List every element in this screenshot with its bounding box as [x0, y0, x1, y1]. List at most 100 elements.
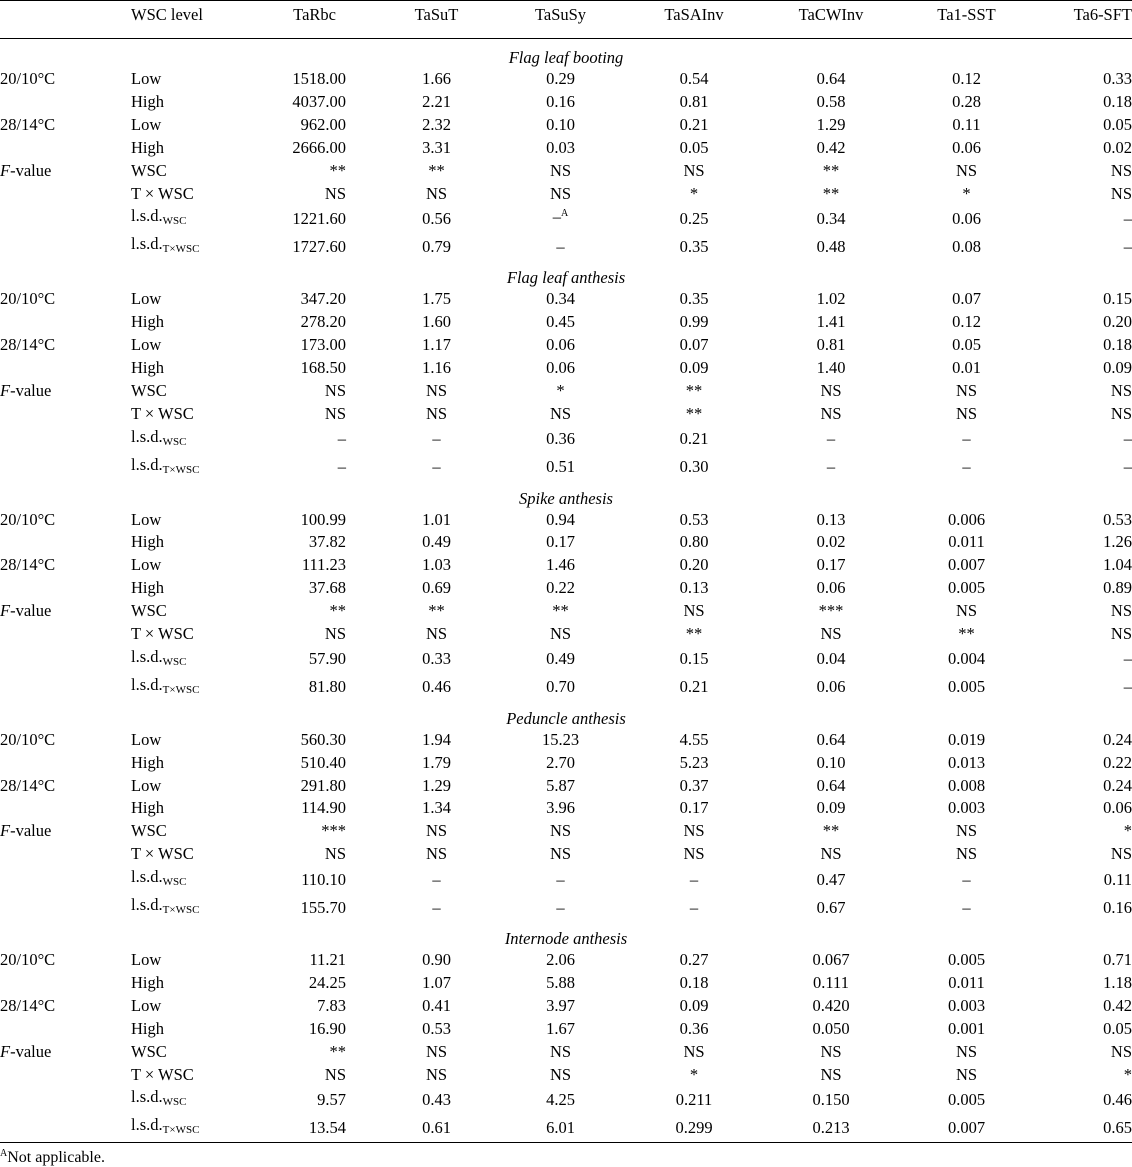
table-row: High 37.82 0.49 0.17 0.80 0.02 0.011 1.26 — [0, 531, 1132, 554]
value-cell: 0.46 — [422, 677, 451, 697]
temperature-cell: 20/10°C — [0, 729, 56, 749]
wsc-level-cell: Low — [127, 68, 239, 91]
value-cell: 4.55 — [679, 729, 709, 749]
wsc-level-cell: High — [127, 972, 239, 995]
lsd-subscript: WSC — [162, 435, 187, 448]
value-cell: NS — [1110, 844, 1132, 864]
wsc-level-cell: l.s.d.WSC — [127, 205, 239, 233]
value-cell: *** — [321, 821, 346, 841]
value-cell: 0.15 — [679, 649, 709, 669]
wsc-level-label: l.s.d. — [131, 426, 163, 446]
temperature-cell — [0, 1064, 127, 1087]
value-cell: NS — [324, 844, 346, 864]
value-cell: 0.34 — [546, 289, 575, 309]
table-row: T × WSC NS NS NS * NS NS * — [0, 1064, 1132, 1087]
value-cell: 0.211 — [675, 1089, 713, 1109]
value-cell: ** — [822, 821, 840, 841]
value-cell: NS — [324, 1064, 346, 1084]
value-cell: 0.69 — [422, 578, 451, 598]
value-cell: 0.71 — [1103, 950, 1132, 969]
wsc-level-label: T × WSC — [131, 844, 194, 864]
value-cell: 0.90 — [422, 950, 451, 969]
value-cell: 0.17 — [679, 798, 709, 818]
value-cell: NS — [425, 403, 448, 423]
value-cell: 0.007 — [947, 555, 986, 575]
wsc-level-label: WSC — [131, 601, 167, 621]
section-header-row: Peduncle anthesis — [0, 702, 1132, 729]
value-cell: 6.01 — [493, 1114, 628, 1144]
value-cell: 0.36 — [679, 1018, 709, 1038]
wsc-level-cell: l.s.d.T×WSC — [127, 1114, 239, 1144]
table-row: 28/14°C Low 173.00 1.17 0.06 0.07 0.81 0.05 0.18 — [0, 334, 1132, 357]
wsc-level-label: WSC — [131, 160, 167, 180]
table-row: T × WSC NS NS NS * ** * NS — [0, 183, 1132, 206]
temperature-cell — [0, 183, 127, 206]
wsc-level-label: High — [131, 752, 164, 772]
wsc-level-cell: l.s.d.WSC — [127, 646, 239, 674]
lsd-subscript: T×WSC — [162, 463, 200, 476]
value-cell: 0.49 — [546, 649, 575, 669]
value-cell: 0.05 — [1103, 1018, 1132, 1038]
wsc-level-cell: WSC — [127, 820, 239, 843]
table-row: l.s.d.WSC – – 0.36 0.21 – – – — [0, 426, 1132, 454]
value-cell: NS — [549, 624, 572, 644]
value-cell: ** — [822, 160, 840, 180]
table-row: 28/14°C Low 111.23 1.03 1.46 0.20 0.17 0.007 1.0… — [0, 554, 1132, 577]
wsc-level-cell: High — [127, 1018, 239, 1041]
table-row: High 24.25 1.07 5.88 0.18 0.111 0.011 1.18 — [0, 972, 1132, 995]
value-cell: NS — [324, 624, 346, 644]
value-cell: ** — [428, 601, 445, 621]
value-cell: – — [556, 897, 565, 917]
value-cell: 0.21 — [679, 429, 709, 449]
value-cell: 3.97 — [546, 995, 575, 1015]
value-cell: 0.04 — [816, 649, 846, 669]
value-cell: 1.75 — [422, 289, 451, 309]
value-cell: ** — [685, 403, 703, 423]
value-cell: ** — [428, 160, 445, 180]
value-cell: NS — [549, 183, 572, 203]
table-row: T × WSC NS NS NS ** NS NS NS — [0, 403, 1132, 426]
value-cell: 962.00 — [300, 114, 346, 134]
lsd-subscript: WSC — [162, 655, 187, 668]
wsc-level-label: Low — [131, 509, 162, 529]
value-cell: NS — [425, 1064, 448, 1084]
value-cell: 0.03 — [546, 137, 575, 157]
temperature-cell — [0, 623, 127, 646]
value-cell: NS — [425, 380, 448, 400]
table-row: l.s.d.T×WSC 13.54 0.61 6.01 0.299 0.213 0.007 0… — [0, 1114, 1132, 1144]
footnote-text: Not applicable. — [7, 1149, 105, 1167]
value-cell: 0.18 — [1103, 335, 1132, 355]
section-title: Spike anthesis — [519, 488, 613, 508]
value-cell: NS — [425, 183, 448, 203]
value-cell: NS — [549, 1041, 572, 1061]
temperature-cell: F-value — [0, 380, 52, 400]
wsc-level-label: WSC — [131, 1041, 167, 1061]
section-header-row: Internode anthesis — [0, 922, 1132, 949]
temperature-cell — [0, 357, 127, 380]
value-cell: 0.24 — [1103, 729, 1132, 749]
table-row: l.s.d.T×WSC 1727.60 0.79 – 0.35 0.48 0.08 – — [0, 233, 1132, 261]
value-cell: 291.80 — [300, 775, 346, 795]
value-cell: 1.34 — [422, 798, 451, 818]
value-cell: 0.01 — [952, 357, 981, 377]
value-cell: 0.006 — [947, 509, 986, 529]
value-cell: 0.53 — [422, 1018, 451, 1038]
value-cell: 0.79 — [422, 236, 451, 256]
wsc-level-cell: WSC — [127, 380, 239, 403]
wsc-level-cell: T × WSC — [127, 183, 239, 206]
table-row: High 37.68 0.69 0.22 0.13 0.06 0.005 0.89 — [0, 577, 1132, 600]
value-cell: 1.01 — [422, 509, 451, 529]
value-cell: 1.18 — [1103, 972, 1132, 992]
value-cell: NS — [1110, 403, 1132, 423]
value-cell: NS — [820, 403, 842, 423]
value-cell: 0.06 — [816, 677, 846, 697]
temperature-cell: 28/14°C — [0, 114, 56, 134]
wsc-level-cell: l.s.d.T×WSC — [127, 454, 239, 482]
table-body: Flag leaf booting 20/10°C Low 1518.00 1.66 0.… — [0, 39, 1132, 1144]
value-cell: 0.27 — [679, 950, 709, 969]
lsd-subscript: T×WSC — [162, 904, 200, 917]
value-cell: 100.99 — [300, 509, 346, 529]
value-cell: NS — [425, 821, 448, 841]
value-cell: 0.007 — [902, 1114, 1031, 1144]
value-cell: NS — [820, 380, 842, 400]
